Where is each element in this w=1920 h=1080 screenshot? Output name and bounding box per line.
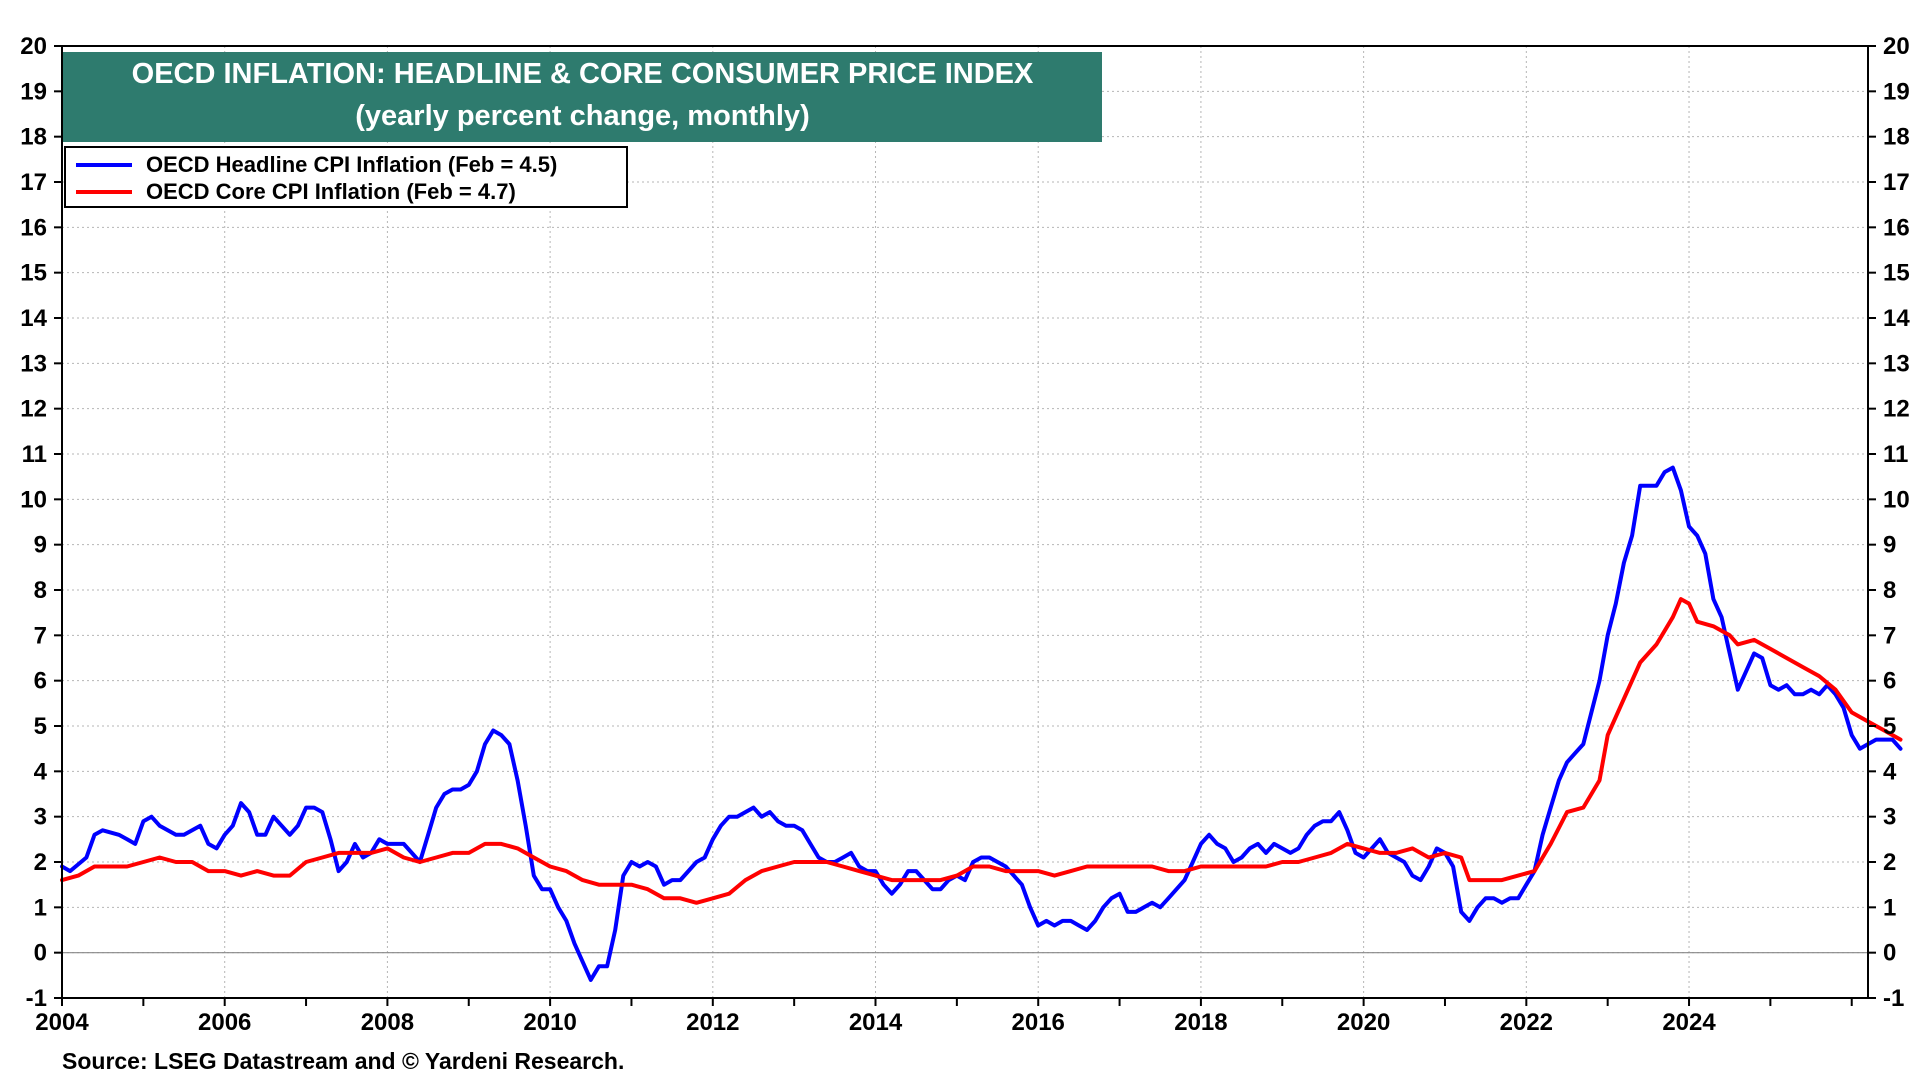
y-tick-label-left: 2: [34, 849, 47, 876]
y-tick-label-right: 4: [1883, 758, 1897, 785]
y-tick-label-right: 15: [1883, 260, 1910, 287]
y-tick-label-left: 20: [20, 33, 47, 60]
x-axis: 2004 2006 2008 2010 2012 2014 2016 2018 2020 2022…: [35, 1009, 1716, 1036]
series-line-headline: [60, 465, 1903, 982]
y-tick-label-left: 12: [20, 396, 47, 423]
y-tick-label-right: 12: [1883, 396, 1910, 423]
y-tick-label-right: 0: [1883, 940, 1896, 967]
y-tick-label-left: 8: [34, 577, 47, 604]
y-tick-label-left: 11: [22, 441, 47, 468]
y-tick-label-right: 20: [1883, 33, 1910, 60]
y-tick-label-left: 4: [34, 758, 48, 785]
y-tick-label-left: 10: [20, 486, 47, 513]
x-tick-label: 2010: [523, 1009, 576, 1036]
y-tick-label-left: 14: [20, 305, 47, 332]
y-tick-label-left: 5: [34, 713, 47, 740]
x-tick-label: 2018: [1174, 1009, 1227, 1036]
legend-swatch-core: [76, 190, 132, 194]
y-tick-label-right: 17: [1883, 169, 1910, 196]
y-tick-label-left: 6: [34, 668, 47, 695]
y-tick-label-left: 18: [20, 124, 47, 151]
series-line-core: [60, 597, 1903, 905]
y-tick-label-right: -1: [1883, 985, 1904, 1012]
chart-title: OECD INFLATION: HEADLINE & CORE CONSUMER…: [131, 58, 1034, 90]
y-tick-label-left: 9: [34, 532, 47, 559]
x-tick-label: 2020: [1337, 1009, 1390, 1036]
y-tick-label-left: 15: [20, 260, 47, 287]
legend: OECD Headline CPI Inflation (Feb = 4.5) …: [64, 146, 628, 208]
y-tick-label-right: 9: [1883, 532, 1896, 559]
y-tick-label-right: 19: [1883, 78, 1910, 105]
x-tick-label: 2006: [198, 1009, 251, 1036]
y-tick-label-right: 11: [1883, 441, 1908, 468]
x-tick-label: 2004: [35, 1009, 89, 1036]
x-tick-label: 2014: [849, 1009, 903, 1036]
y-tick-label-right: 18: [1883, 124, 1910, 151]
chart-title-box: OECD INFLATION: HEADLINE & CORE CONSUMER…: [63, 52, 1102, 142]
x-tick-label: 2008: [361, 1009, 414, 1036]
y-tick-label-left: 16: [20, 214, 47, 241]
legend-label-headline: OECD Headline CPI Inflation (Feb = 4.5): [146, 152, 558, 177]
y-tick-label-left: 3: [34, 804, 47, 831]
y-tick-label-right: 5: [1883, 713, 1896, 740]
x-tick-label: 2024: [1662, 1009, 1716, 1036]
chart-subtitle: (yearly percent change, monthly): [355, 100, 810, 132]
y-tick-label-right: 14: [1883, 305, 1910, 332]
y-tick-label-right: 13: [1883, 350, 1910, 377]
y-tick-label-right: 10: [1883, 486, 1910, 513]
y-tick-label-left: 19: [20, 78, 47, 105]
y-tick-label-left: 17: [20, 169, 47, 196]
source-note: Source: LSEG Datastream and © Yardeni Re…: [62, 1048, 625, 1074]
plot-frame: [61, 45, 1869, 999]
legend-label-core: OECD Core CPI Inflation (Feb = 4.7): [146, 179, 516, 204]
y-tick-label-right: 2: [1883, 849, 1896, 876]
series-layer: [60, 465, 1903, 982]
y-tick-label-right: 7: [1883, 622, 1896, 649]
y-tick-label-right: 3: [1883, 804, 1896, 831]
y-tick-label-right: 1: [1883, 894, 1896, 921]
axis-ticks: [54, 45, 1876, 1006]
y-tick-label-right: 16: [1883, 214, 1910, 241]
y-tick-label-left: 0: [34, 940, 47, 967]
y-tick-label-right: 6: [1883, 668, 1896, 695]
legend-swatch-headline: [76, 163, 132, 167]
y-tick-label-left: -1: [26, 985, 47, 1012]
x-tick-label: 2012: [686, 1009, 739, 1036]
y-tick-label-left: 1: [34, 894, 47, 921]
y-tick-label-left: 13: [20, 350, 47, 377]
x-tick-label: 2022: [1500, 1009, 1553, 1036]
y-tick-label-right: 8: [1883, 577, 1896, 604]
y-tick-label-left: 7: [34, 622, 47, 649]
x-tick-label: 2016: [1012, 1009, 1065, 1036]
